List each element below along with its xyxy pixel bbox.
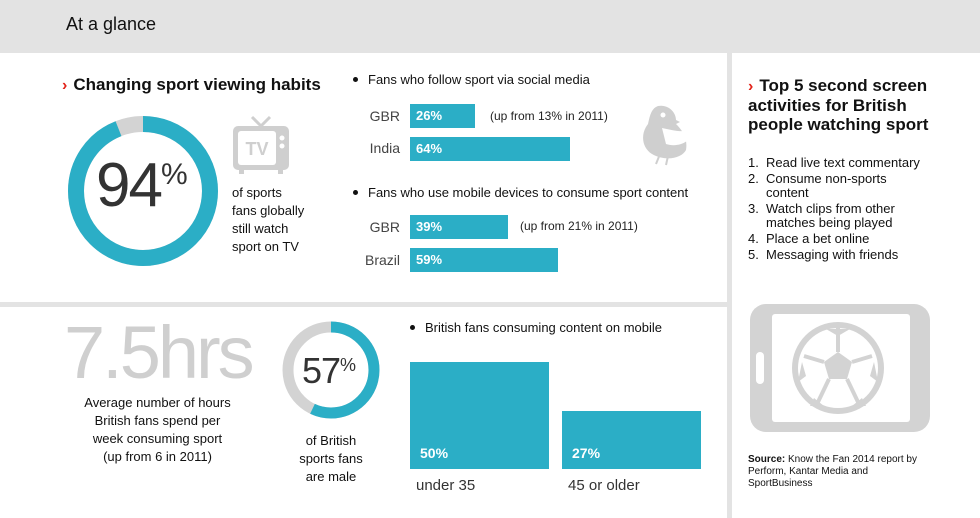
list-item: 1. Read live text commentary xyxy=(748,155,920,170)
vertical-divider xyxy=(727,53,732,518)
male-percent: 57% xyxy=(302,350,356,391)
social-country-india: India xyxy=(369,140,400,156)
social-bar-gbr: 26% xyxy=(410,104,475,128)
list-item: 4. Place a bet online xyxy=(748,231,870,246)
mobile-content-bar xyxy=(562,411,701,469)
mobile-bar-gbr: 39% xyxy=(410,215,508,239)
bullet-icon xyxy=(410,325,415,330)
tv-viewing-donut xyxy=(68,116,218,266)
viewing-section-title: › Changing sport viewing habits xyxy=(62,75,321,94)
male-donut xyxy=(282,321,380,419)
tv-icon: TV xyxy=(233,115,289,174)
tv-icon-label: TV xyxy=(245,139,268,159)
chevron-right-icon: › xyxy=(62,77,68,94)
mobile-note-gbr: (up from 21% in 2011) xyxy=(520,219,638,233)
tv-viewing-percent: 94% xyxy=(96,151,188,220)
mobile-devices-heading: Fans who use mobile devices to consume s… xyxy=(353,185,688,200)
mobile-content-bar-label: 27% xyxy=(572,445,601,461)
mobile-content-category: under 35 xyxy=(416,477,476,494)
hours-caption: Average number of hours British fans spe… xyxy=(84,395,231,464)
bullet-icon xyxy=(353,190,358,195)
mobile-content-heading: British fans consuming content on mobile xyxy=(410,320,662,335)
mobile-content-bar xyxy=(410,362,549,469)
list-item: 5. Messaging with friends xyxy=(748,247,899,262)
social-country-gbr: GBR xyxy=(369,108,400,124)
header-bar: At a glance xyxy=(0,0,980,53)
horizontal-divider xyxy=(0,302,727,307)
list-item: 3. Watch clips from other matches being pl… xyxy=(748,201,895,230)
social-bar-india: 64% xyxy=(410,137,570,161)
bird-icon xyxy=(643,105,696,166)
hours-big-number: 7.5hrs xyxy=(64,311,255,394)
mobile-bar-brazil: 59% xyxy=(410,248,558,272)
mobile-content-category: 45 or older xyxy=(568,477,640,494)
second-screen-list: 1. Read live text commentary 2. Consume no… xyxy=(748,156,968,264)
page-title: At a glance xyxy=(66,14,157,34)
mobile-country-gbr: GBR xyxy=(369,219,400,235)
list-item: 2. Consume non-sports content xyxy=(748,171,887,200)
tv-caption: of sports fans globally still watch spor… xyxy=(232,185,305,254)
social-note-gbr: (up from 13% in 2011) xyxy=(490,109,608,123)
mobile-country-brazil: Brazil xyxy=(364,252,400,268)
source-note: Source: Know the Fan 2014 report by Perf… xyxy=(748,454,917,489)
tablet-football-icon xyxy=(750,304,930,432)
chevron-right-icon: › xyxy=(748,78,754,95)
second-screen-title: › Top 5 second screen activities for Brit… xyxy=(748,76,929,134)
mobile-content-bar-label: 50% xyxy=(420,445,449,461)
male-caption: of British sports fans are male xyxy=(299,433,363,484)
bullet-icon xyxy=(353,77,358,82)
social-heading: Fans who follow sport via social media xyxy=(353,72,590,87)
